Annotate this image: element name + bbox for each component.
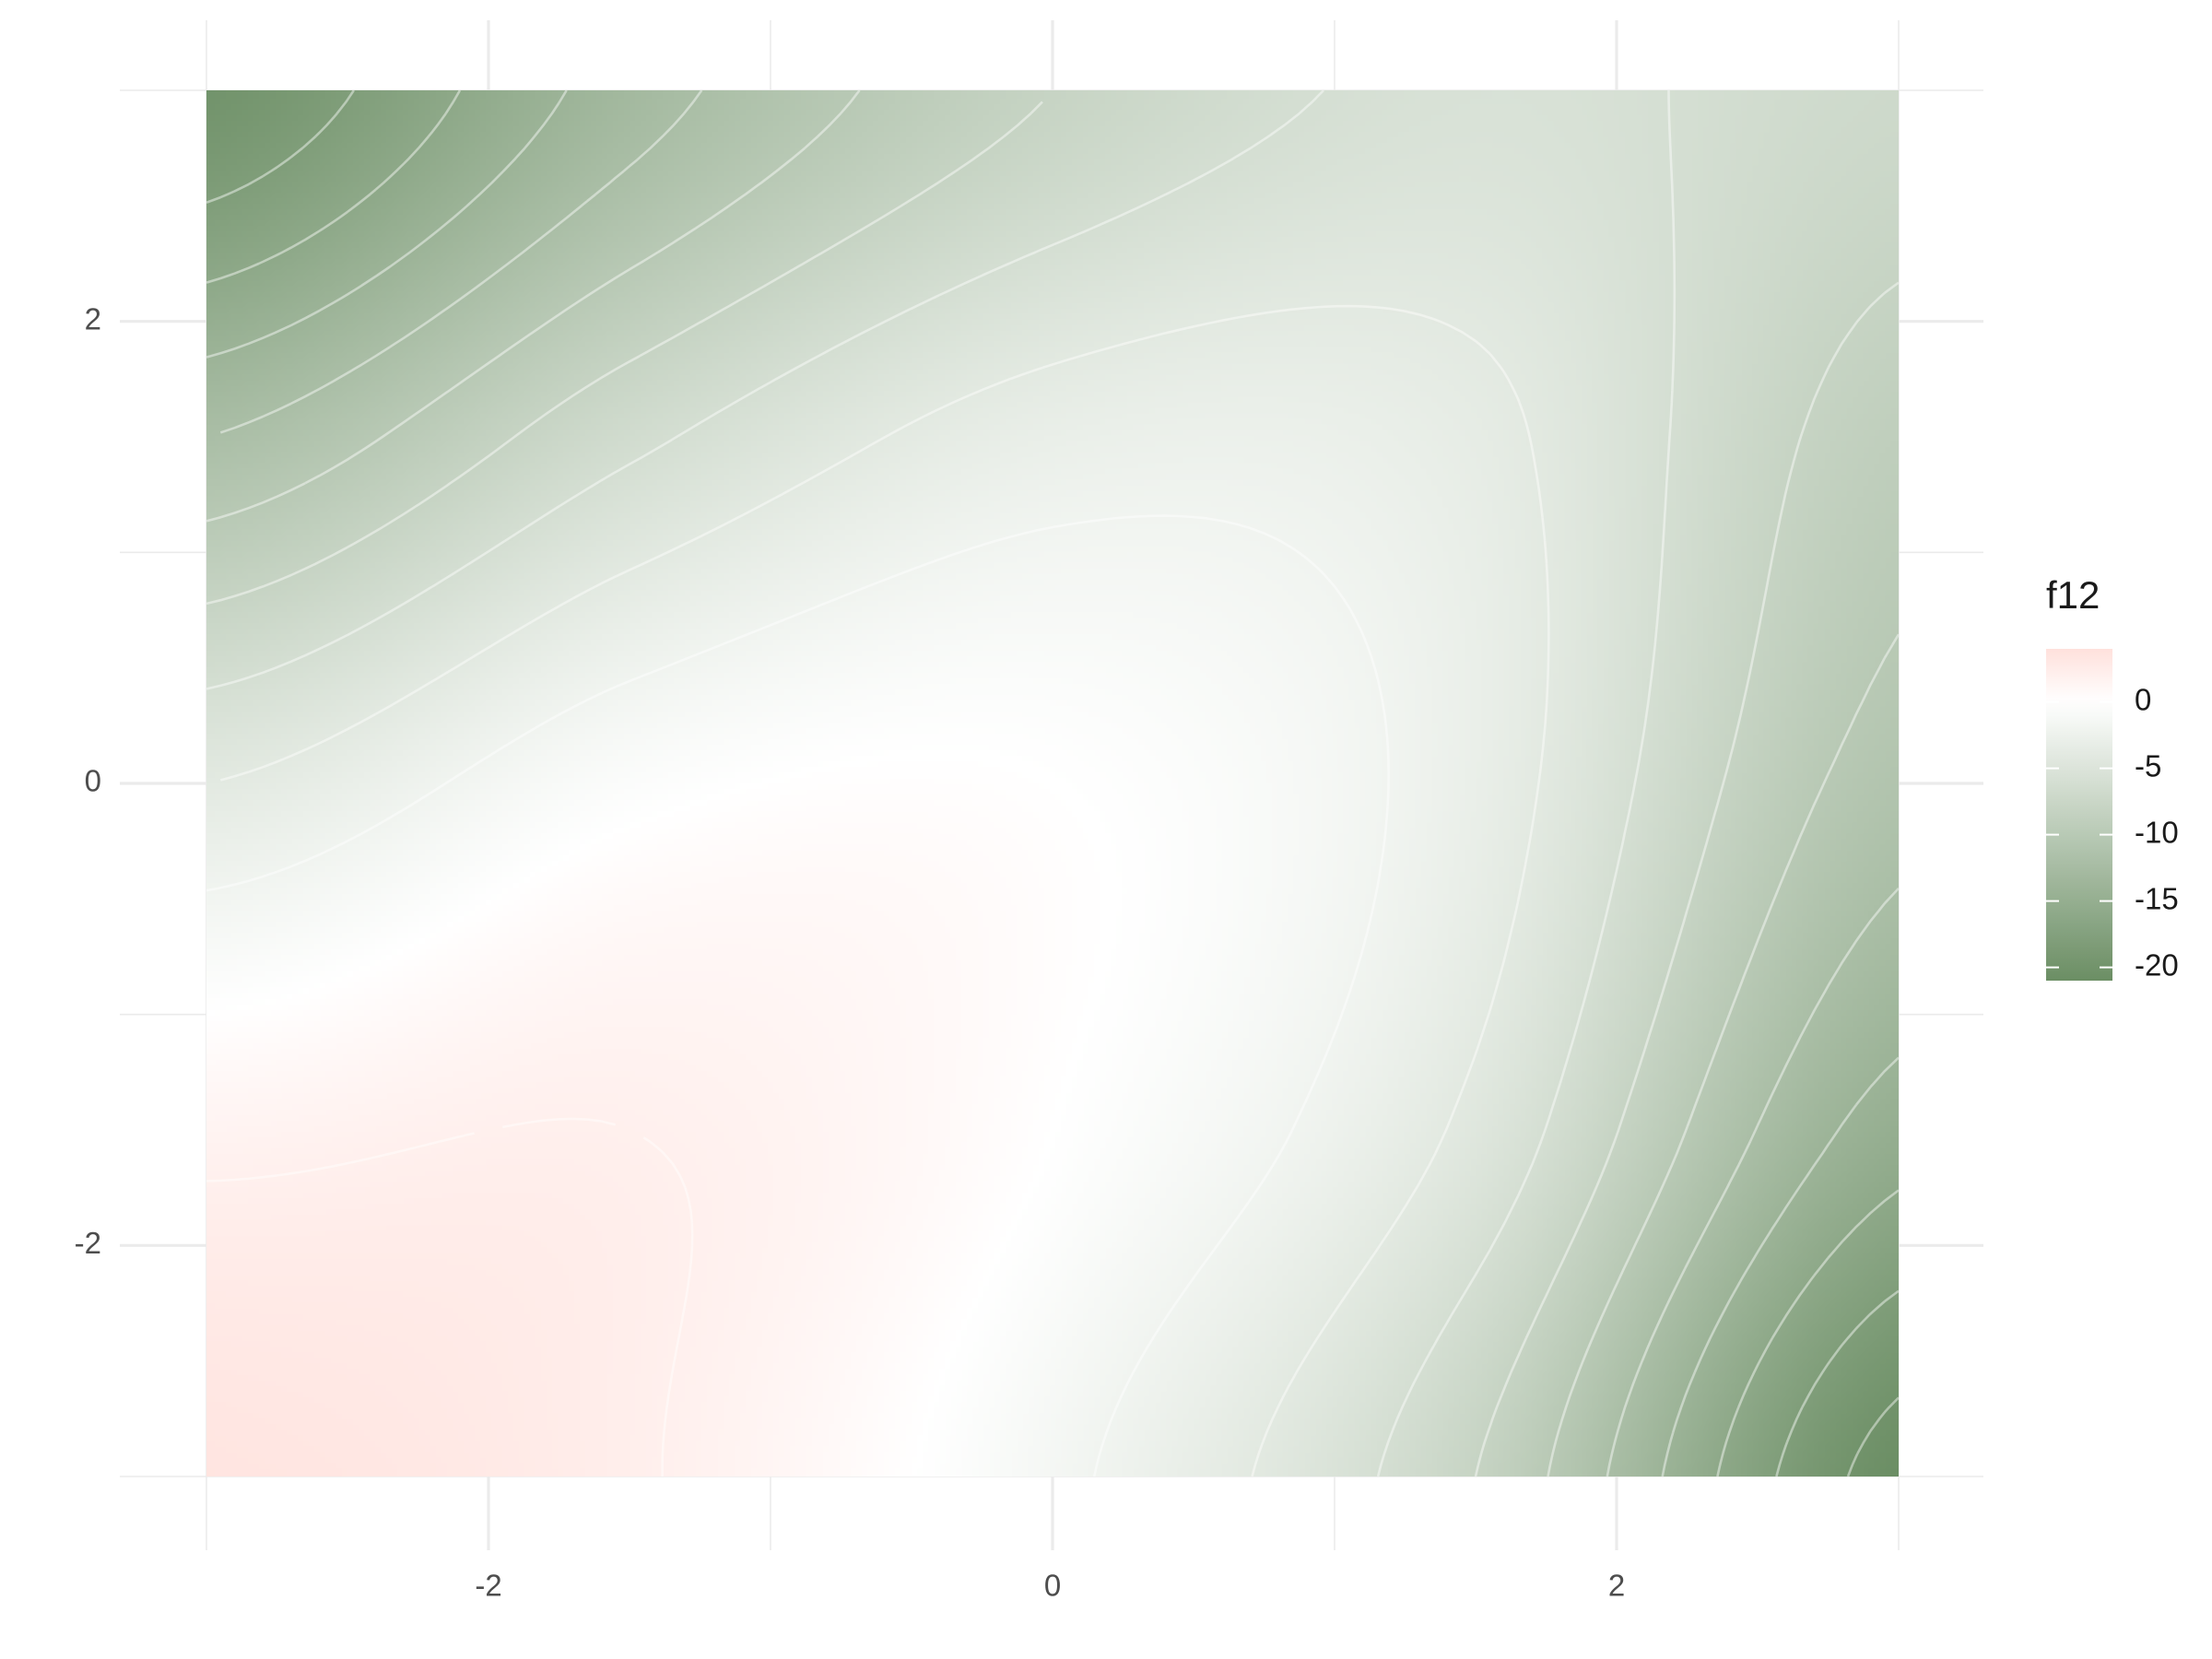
x-tick-label: 2 — [1608, 1569, 1625, 1603]
contour-line-m12 — [219, 90, 1899, 1477]
contour-line-m4 — [219, 304, 1550, 1477]
legend-label: -20 — [2135, 947, 2179, 982]
contour-line-m20 — [1846, 1396, 1899, 1477]
contour-line-m2 — [206, 514, 1390, 1477]
contour-line-m14 — [206, 90, 1899, 1477]
x-tick-label: 0 — [1044, 1569, 1061, 1603]
heatmap-raster — [206, 90, 1899, 1477]
legend-label: -15 — [2135, 881, 2179, 915]
contour-line-m8 — [206, 100, 1899, 1477]
legend-label: -10 — [2135, 815, 2179, 849]
contour-line-2 — [206, 1117, 694, 1477]
legend-label: 0 — [2135, 682, 2151, 716]
y-tick-label: -2 — [75, 1226, 101, 1260]
axes: -2 0 2 -2 0 2 — [75, 301, 1626, 1602]
contour-line-m10 — [206, 90, 1899, 1477]
contour-lines — [206, 90, 1899, 1477]
legend-colorbar — [2046, 649, 2112, 981]
legend-label: -5 — [2135, 748, 2161, 782]
legend-title: f12 — [2046, 573, 2100, 617]
x-tick-label: -2 — [475, 1569, 501, 1603]
y-tick-label: 0 — [85, 764, 101, 798]
contour-line-0 — [206, 753, 1111, 1477]
contour-line-m6 — [206, 90, 1677, 1477]
legend: f12 0 -5 -10 -15 -20 — [2046, 573, 2179, 982]
y-tick-label: 2 — [85, 301, 101, 335]
contour-line-m18 — [206, 90, 1899, 1477]
contour-line-m16 — [206, 90, 1899, 1477]
heatmap-surface — [206, 90, 1899, 1477]
